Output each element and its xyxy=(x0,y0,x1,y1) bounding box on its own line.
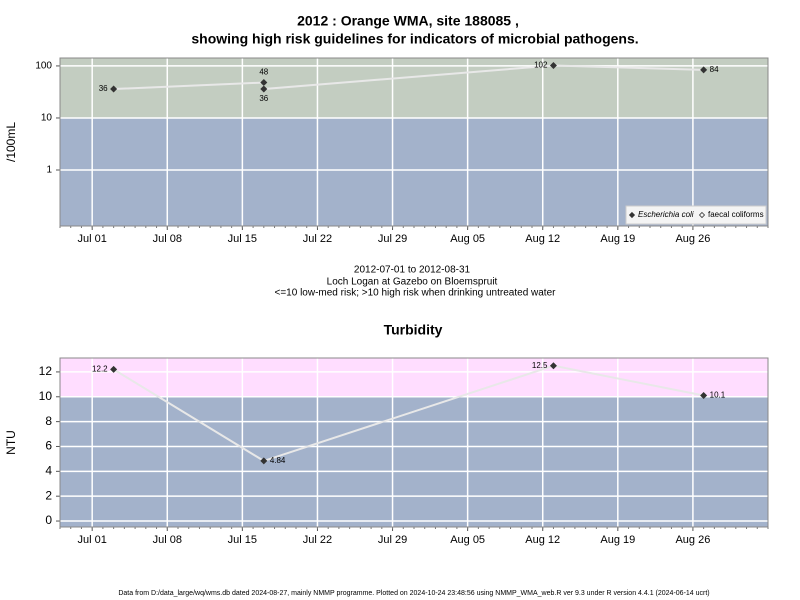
data-label: 102 xyxy=(534,61,548,70)
x-tick-label: Aug 05 xyxy=(450,534,485,546)
annotation: <=10 low-med risk; >10 high risk when dr… xyxy=(275,288,557,299)
data-point xyxy=(260,79,268,87)
legend-label: Escherichia coli xyxy=(638,210,694,219)
y-tick-label: 100 xyxy=(35,61,52,72)
x-tick-label: Aug 05 xyxy=(450,233,485,245)
y-axis-label: NTU xyxy=(4,430,18,455)
data-label: 48 xyxy=(259,68,268,77)
band-above xyxy=(60,58,768,118)
x-tick-label: Aug 19 xyxy=(600,233,635,245)
x-tick-label: Jul 29 xyxy=(378,534,407,546)
chart-title: 2012 : Orange WMA, site 188085 , xyxy=(297,13,519,29)
data-point xyxy=(700,392,708,400)
data-label: 12.2 xyxy=(92,365,108,374)
y-tick-label: 8 xyxy=(45,414,52,428)
y-axis-label: /100mL xyxy=(4,122,18,162)
plot-frame xyxy=(59,57,769,227)
annotation: Loch Logan at Gazebo on Bloemspruit xyxy=(327,277,498,288)
x-tick-label: Aug 26 xyxy=(675,233,710,245)
data-label: 84 xyxy=(710,65,719,74)
y-tick-label: 10 xyxy=(39,389,53,403)
data-label: 12.5 xyxy=(532,361,548,370)
x-tick-label: Jul 22 xyxy=(303,534,332,546)
x-tick-label: Aug 19 xyxy=(600,534,635,546)
data-point xyxy=(700,66,708,74)
data-label: 36 xyxy=(99,84,108,93)
y-tick-label: 1 xyxy=(46,165,52,176)
y-tick-label: 4 xyxy=(45,464,52,478)
x-tick-label: Aug 12 xyxy=(525,534,560,546)
y-tick-label: 12 xyxy=(39,364,53,378)
data-point xyxy=(549,362,557,370)
x-tick-label: Jul 08 xyxy=(153,233,182,245)
data-label: 10.1 xyxy=(710,391,726,400)
data-point xyxy=(260,457,268,465)
data-point xyxy=(260,85,268,93)
band-above xyxy=(60,358,768,397)
x-tick-label: Jul 08 xyxy=(153,534,182,546)
legend-label: faecal coliforms xyxy=(708,210,764,219)
legend-marker xyxy=(628,211,636,219)
chart-title: showing high risk guidelines for indicat… xyxy=(191,31,638,47)
data-point xyxy=(110,365,118,373)
series-line xyxy=(113,364,704,462)
y-tick-label: 2 xyxy=(45,488,52,502)
x-tick-label: Jul 22 xyxy=(303,233,332,245)
y-tick-label: 0 xyxy=(45,513,52,527)
x-tick-label: Jul 01 xyxy=(78,534,107,546)
annotation: 2012-07-01 to 2012-08-31 xyxy=(354,265,471,276)
x-tick-label: Jul 29 xyxy=(378,233,407,245)
legend-box xyxy=(625,205,767,225)
chart-title: Turbidity xyxy=(384,322,443,338)
data-label: 36 xyxy=(259,94,268,103)
footer: Data from D:/data_large/wq/wms.db dated … xyxy=(118,590,709,597)
y-tick-label: 6 xyxy=(45,439,52,453)
data-point xyxy=(549,61,557,69)
data-point xyxy=(110,85,118,93)
x-tick-label: Jul 15 xyxy=(228,534,257,546)
band-below xyxy=(60,396,768,527)
x-tick-label: Jul 01 xyxy=(78,233,107,245)
legend-marker xyxy=(698,211,706,219)
x-tick-label: Aug 12 xyxy=(525,233,560,245)
plot-frame xyxy=(59,357,769,528)
data-label: 4.84 xyxy=(270,456,286,465)
y-tick-label: 10 xyxy=(41,113,53,124)
x-tick-label: Aug 26 xyxy=(675,534,710,546)
x-tick-label: Jul 15 xyxy=(228,233,257,245)
